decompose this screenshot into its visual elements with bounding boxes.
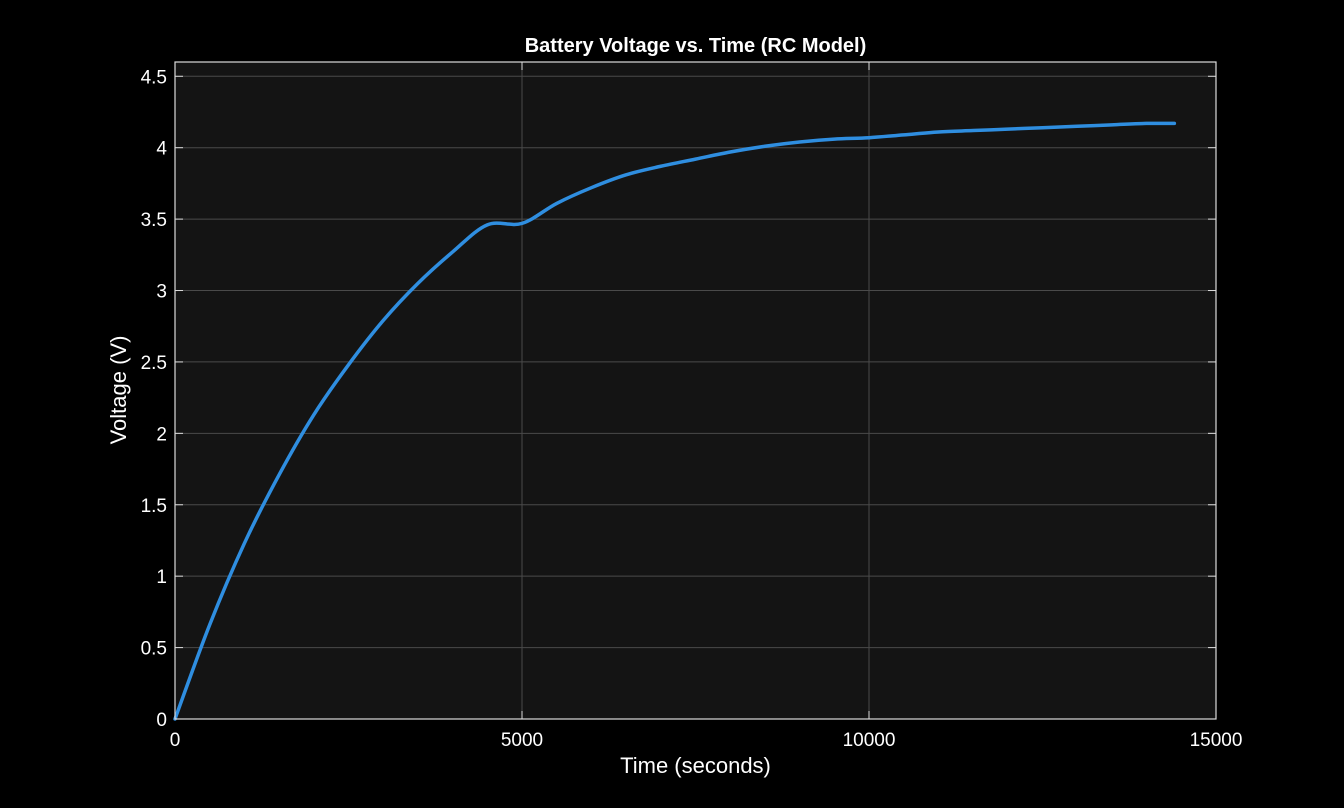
y-tick-label: 3 [156,282,167,303]
series-layer [173,121,1177,721]
x-axis-label: Time (seconds) [620,753,771,778]
y-tick-label: 1 [156,567,167,588]
plot-area-background [175,62,1216,719]
y-tick-label: 2 [156,424,167,445]
tick-marks [174,62,1217,720]
chart-title: Battery Voltage vs. Time (RC Model) [525,35,867,57]
y-tick-label: 0.5 [141,639,167,660]
y-axis-label: Voltage (V) [106,336,131,445]
y-tick-label: 4 [156,139,167,160]
x-tick-label: 10000 [843,730,896,751]
y-tick-label: 3.5 [141,210,167,231]
y-tick-label: 2.5 [141,353,167,374]
x-tick-label: 15000 [1190,730,1243,751]
y-tick-label: 4.5 [141,67,167,88]
plot-border [174,61,1217,720]
y-tick-label: 0 [156,710,167,731]
y-tick-label: 1.5 [141,496,167,517]
tick-labels: 0 5000 10000 15000 0 0.5 1 1.5 2 2.5 3 3.5 4 4.5 [141,67,1243,751]
x-tick-label: 5000 [501,730,543,751]
voltage-series-line [173,121,1177,721]
grid-lines [175,62,1216,719]
x-tick-label: 0 [170,730,181,751]
